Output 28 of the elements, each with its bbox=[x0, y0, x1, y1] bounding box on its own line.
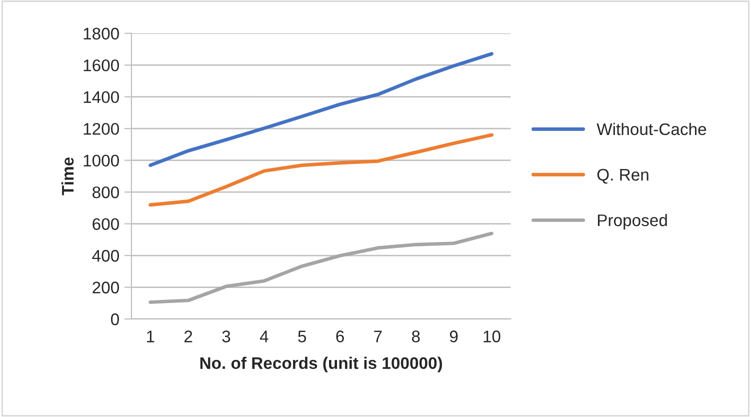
x-tick-label: 6 bbox=[336, 330, 344, 342]
y-tick-label: 1200 bbox=[84, 122, 119, 135]
y-tick-label: 0 bbox=[111, 313, 119, 326]
x-tick-label: 8 bbox=[412, 330, 420, 342]
y-tick-label: 200 bbox=[92, 282, 119, 294]
x-tick-label: 10 bbox=[484, 330, 500, 342]
x-tick-label: 7 bbox=[374, 330, 382, 342]
x-tick-label: 5 bbox=[298, 330, 306, 342]
legend-label: Q. Ren bbox=[597, 168, 648, 184]
y-tick-label: 1400 bbox=[84, 91, 119, 104]
line-series bbox=[148, 133, 494, 207]
x-tick-label: 1 bbox=[147, 330, 154, 342]
y-tick-label: 1600 bbox=[84, 60, 119, 72]
y-axis-title: Time bbox=[61, 157, 74, 196]
line-series bbox=[148, 52, 494, 167]
x-tick-label: 9 bbox=[450, 330, 458, 342]
x-axis-title: No. of Records (unit is 100000) bbox=[200, 356, 442, 372]
x-tick-label: 3 bbox=[222, 330, 230, 342]
y-tick-label: 600 bbox=[92, 218, 119, 230]
x-tick-label: 2 bbox=[184, 330, 192, 342]
y-tick-label: 400 bbox=[92, 250, 119, 262]
legend-label: Proposed bbox=[598, 214, 667, 230]
x-tick-label: 4 bbox=[260, 330, 268, 342]
line-series bbox=[148, 232, 494, 304]
y-tick-label: 800 bbox=[92, 186, 119, 198]
y-tick-label: 1000 bbox=[84, 154, 119, 167]
y-tick-label: 1800 bbox=[84, 28, 119, 40]
legend-label: Without-Cache bbox=[596, 122, 706, 136]
